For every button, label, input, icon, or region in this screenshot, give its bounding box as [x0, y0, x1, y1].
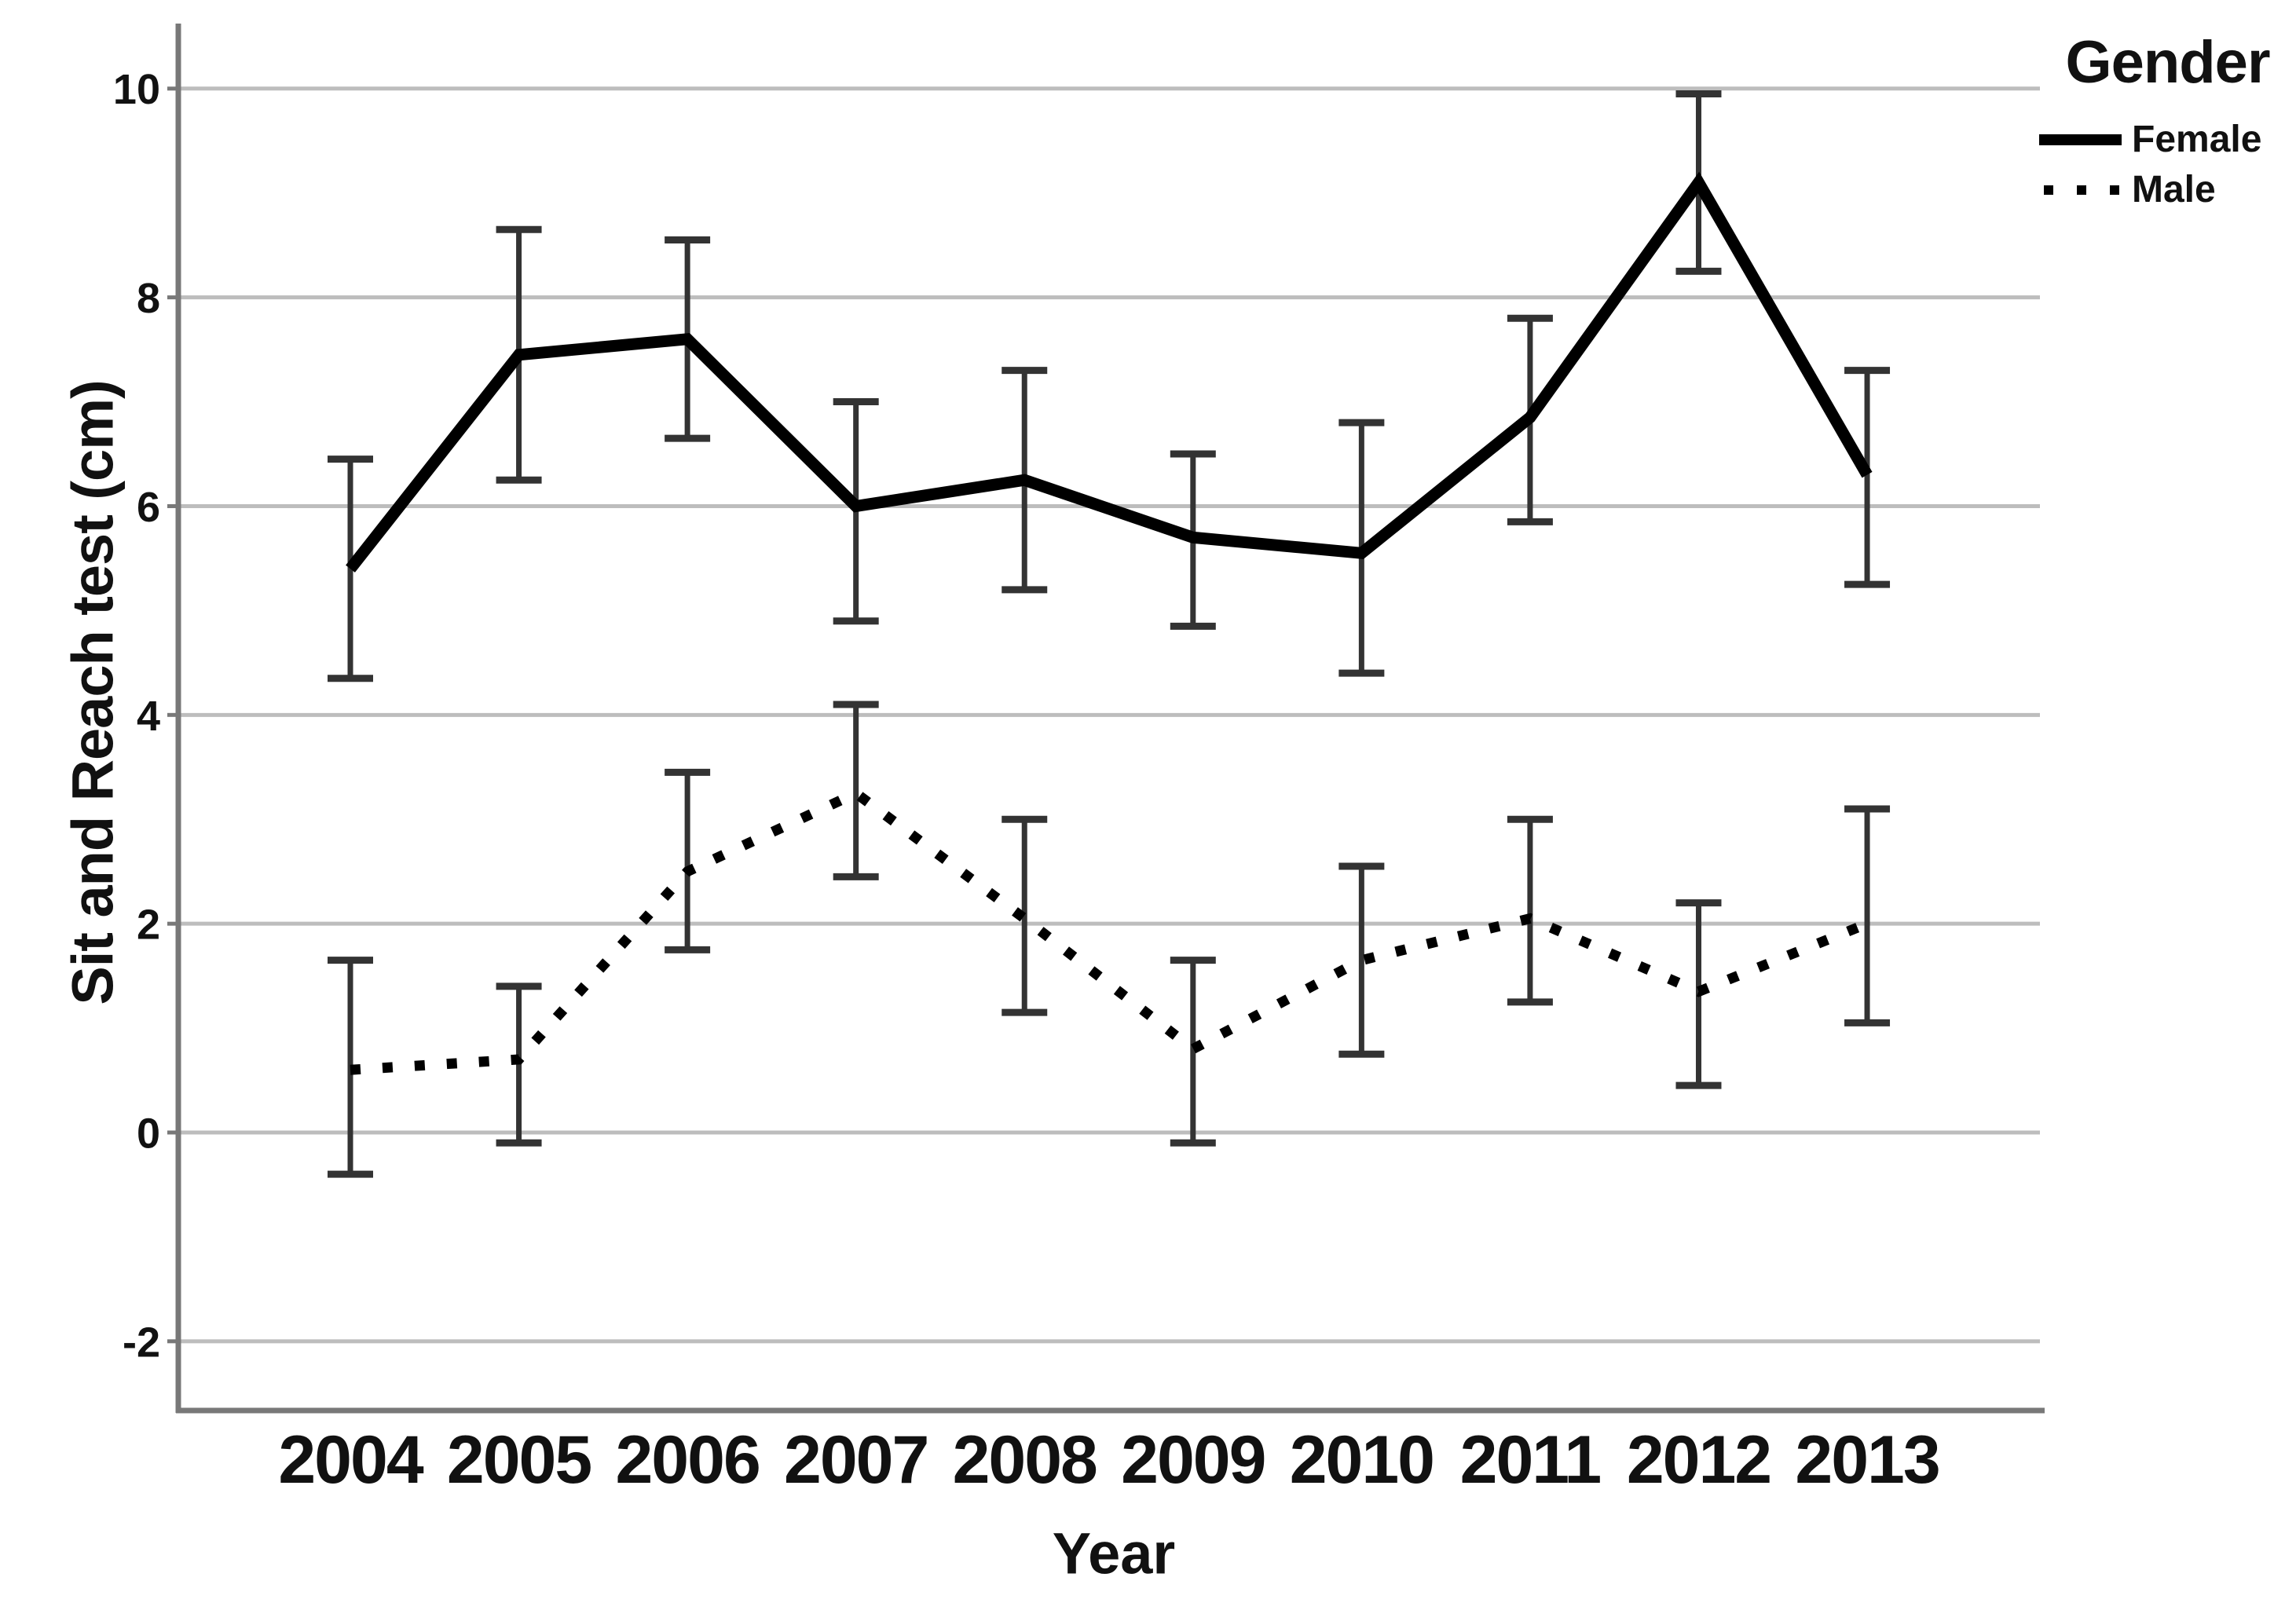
gridlines [181, 86, 2040, 1344]
svg-text:6: 6 [137, 484, 160, 531]
x-tick-labels: 2004 2005 2006 2007 2008 2009 2010 2011 2012 2013 [278, 1422, 1940, 1498]
svg-text:2004: 2004 [278, 1422, 423, 1498]
svg-text:2005: 2005 [447, 1422, 591, 1498]
svg-text:2009: 2009 [1121, 1422, 1265, 1498]
svg-text:2012: 2012 [1627, 1422, 1771, 1498]
x-axis-title: Year [1052, 1520, 1176, 1586]
series-line-male [350, 787, 1869, 1075]
svg-text:-2: -2 [123, 1319, 160, 1366]
legend-label-female: Female [2132, 118, 2262, 160]
svg-text:2008: 2008 [953, 1422, 1097, 1498]
solid-line-swatch-icon [2039, 134, 2124, 145]
axis-ticks [167, 86, 178, 1344]
svg-text:10: 10 [113, 66, 160, 113]
axes [175, 24, 2045, 1414]
error-bars-female [328, 90, 1891, 682]
legend-item-male: Male [2039, 165, 2296, 215]
svg-text:8: 8 [137, 275, 160, 322]
svg-text:2: 2 [137, 902, 160, 949]
legend: Gender Female Male [2039, 31, 2296, 215]
legend-items: Female Male [2039, 115, 2296, 215]
svg-text:2006: 2006 [615, 1422, 759, 1498]
legend-title: Gender [2065, 29, 2270, 96]
y-tick-labels: -2 0 2 4 6 8 10 [113, 66, 160, 1366]
svg-text:4: 4 [137, 693, 160, 740]
svg-text:2013: 2013 [1795, 1422, 1939, 1498]
svg-text:2011: 2011 [1460, 1422, 1601, 1498]
svg-text:0: 0 [137, 1110, 160, 1157]
error-bars-male [328, 701, 1891, 1178]
legend-item-female: Female [2039, 115, 2296, 165]
dotted-line-swatch-icon [2039, 185, 2124, 195]
series-line-female [346, 171, 1873, 573]
svg-text:2007: 2007 [784, 1422, 928, 1498]
legend-label-male: Male [2132, 168, 2216, 210]
y-axis-title: Sit and Reach test (cm) [60, 380, 126, 1005]
svg-text:2010: 2010 [1290, 1422, 1434, 1498]
